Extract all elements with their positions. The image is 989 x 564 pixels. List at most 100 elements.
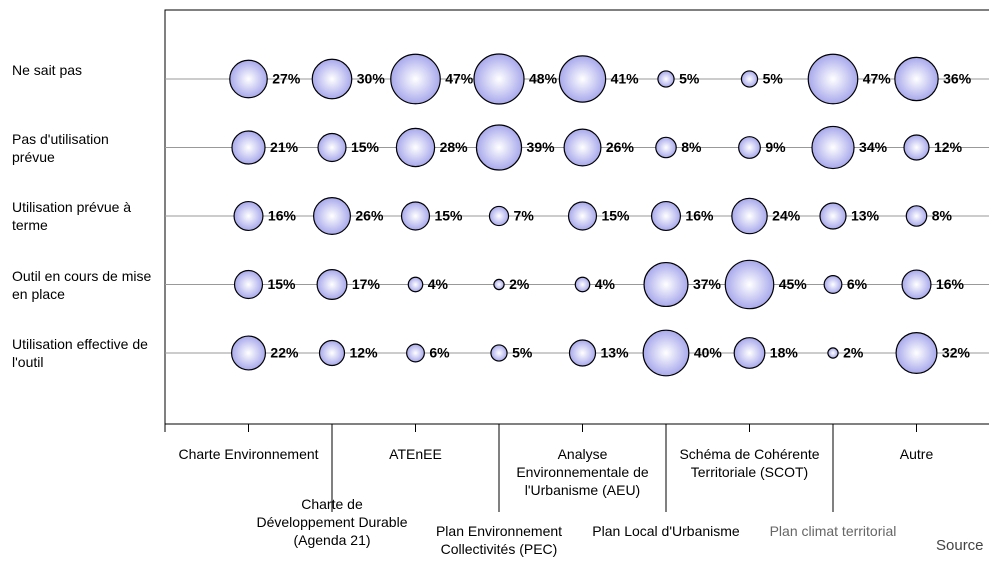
value-label: 36% [943,71,972,87]
value-label: 22% [270,345,299,361]
value-label: 30% [357,71,386,87]
bubble [390,53,441,105]
value-label: 15% [267,276,296,292]
value-label: 12% [934,139,963,155]
bubble [901,269,932,300]
row-label: Ne sait pas [12,62,83,78]
value-label: 45% [779,276,808,292]
value-label: 4% [428,276,449,292]
x-tick-label: Analyse Environnementale de l'Urbanisme … [516,446,649,498]
bubble [490,344,508,362]
bubble [318,339,346,367]
value-label: 15% [351,139,380,155]
value-label: 5% [512,345,533,361]
value-label: 28% [440,139,469,155]
bubble [395,127,436,168]
value-label: 7% [514,208,535,224]
value-label: 18% [770,345,799,361]
value-label: 26% [606,139,635,155]
value-label: 21% [270,139,299,155]
x-tick-label: ATEnEE [389,446,442,462]
bubble [807,53,859,105]
value-label: 26% [355,208,384,224]
bubble [488,205,510,227]
value-label: 34% [859,139,888,155]
x-tick-label: Plan climat territorial [769,523,897,539]
bubble [567,201,598,231]
bubble [731,197,768,235]
value-label: 47% [445,71,474,87]
value-label: 6% [429,345,450,361]
bubble [650,200,682,232]
bubble [317,132,347,163]
value-label: 8% [932,208,953,224]
value-label: 8% [681,139,702,155]
value-label: 6% [847,276,868,292]
bubble [733,337,766,369]
x-tick-label: Schéma de Cohérente Territoriale (SCOT) [679,446,820,480]
bubble [473,53,525,105]
row-label: Pas d'utilisation prévue [12,130,109,165]
bubble [903,134,930,161]
bubble [233,200,264,232]
bubble [894,56,939,102]
value-label: 2% [843,345,864,361]
value-label: 37% [693,276,722,292]
value-label: 40% [694,345,723,361]
bubble [738,136,761,159]
value-label: 16% [268,208,297,224]
value-label: 17% [352,276,381,292]
value-label: 15% [434,208,463,224]
value-label: 39% [527,139,556,155]
value-label: 4% [595,276,616,292]
value-label: 24% [772,208,801,224]
value-label: 32% [942,345,971,361]
bubble [231,130,266,165]
value-label: 16% [685,208,714,224]
bubble [642,329,690,377]
bubble [827,347,839,359]
bubble [400,201,431,231]
bubble [655,136,677,159]
value-label: 16% [936,276,965,292]
x-tick-label: Autre [899,446,934,462]
bubble [229,59,268,99]
bubble [230,335,267,371]
value-label: 12% [350,345,379,361]
value-label: 15% [601,208,630,224]
bubble [563,128,602,167]
bubble [657,70,675,88]
note: Source [936,537,984,554]
bubble [313,197,351,235]
bubble [406,343,425,363]
value-label: 41% [611,71,640,87]
bubble [574,276,591,293]
x-tick-label: Plan Environnement Collectivités (PEC) [435,523,563,557]
value-label: 9% [765,139,786,155]
bubble [407,276,424,293]
row-label: Utilisation effective de l'outil [12,336,148,370]
value-label: 13% [601,345,630,361]
value-label: 2% [509,276,530,292]
bubble [475,124,523,171]
bubble [316,269,348,300]
x-tick-label: Plan Local d'Urbanisme [592,523,740,539]
bubble [905,205,928,227]
bubble [233,269,264,300]
bubble [823,275,843,294]
x-tick-label: Charte Environnement [178,446,319,462]
value-label: 13% [851,208,880,224]
value-label: 47% [863,71,892,87]
x-tick-label: Charte de Développement Durable (Agenda … [256,496,408,548]
value-label: 5% [679,71,700,87]
bubble [311,58,353,100]
value-label: 5% [763,71,784,87]
row-label: Outil en cours de mise en place [12,267,152,302]
value-label: 48% [529,71,558,87]
bubble [819,202,847,230]
bubble [568,339,597,367]
bubble [740,70,759,88]
value-label: 27% [272,71,301,87]
